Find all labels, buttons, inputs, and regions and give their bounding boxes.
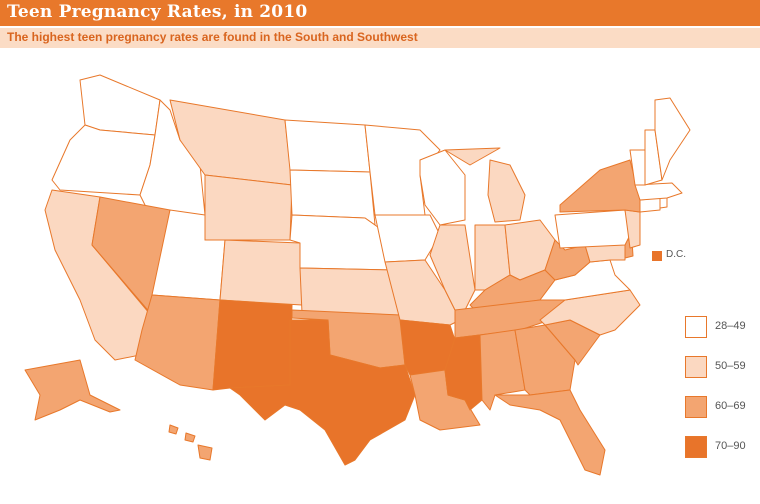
legend-swatch bbox=[685, 436, 707, 458]
legend-label: 28–49 bbox=[715, 320, 746, 332]
state-nd bbox=[284, 119, 371, 173]
legend-item: 28–49 bbox=[685, 316, 755, 342]
subtitle-bar: The highest teen pregnancy rates are fou… bbox=[0, 28, 760, 48]
legend-label: 50–59 bbox=[715, 360, 746, 372]
state-pa bbox=[554, 209, 631, 249]
state-ak bbox=[24, 359, 121, 421]
title-bar: Teen Pregnancy Rates, in 2010 bbox=[0, 0, 760, 26]
state-mi bbox=[444, 147, 526, 223]
state-tx bbox=[229, 319, 416, 466]
state-fl bbox=[494, 389, 606, 476]
state-me bbox=[654, 97, 691, 181]
us-states-map bbox=[24, 74, 691, 476]
state-wa bbox=[79, 74, 161, 136]
state-hi bbox=[168, 424, 213, 461]
dc-marker bbox=[652, 251, 662, 261]
legend-item: 70–90 bbox=[685, 436, 755, 462]
state-nm bbox=[212, 299, 293, 391]
state-wi bbox=[419, 149, 466, 226]
state-mn bbox=[364, 124, 441, 216]
legend-item: 50–59 bbox=[685, 356, 755, 382]
legend-swatch bbox=[685, 316, 707, 338]
legend-swatch bbox=[685, 356, 707, 378]
state-ri bbox=[659, 197, 668, 209]
state-az bbox=[134, 294, 221, 391]
state-co bbox=[219, 239, 303, 306]
dc-label: D.C. bbox=[666, 249, 686, 260]
map-title: Teen Pregnancy Rates, in 2010 bbox=[7, 2, 308, 22]
state-ma bbox=[634, 182, 683, 201]
legend-item: 60–69 bbox=[685, 396, 755, 422]
state-or bbox=[51, 124, 156, 196]
state-ks bbox=[299, 267, 401, 316]
legend-label: 60–69 bbox=[715, 400, 746, 412]
map-subtitle: The highest teen pregnancy rates are fou… bbox=[7, 30, 418, 44]
legend-swatch bbox=[685, 396, 707, 418]
state-ny bbox=[559, 159, 641, 213]
legend-label: 70–90 bbox=[715, 440, 746, 452]
state-wy bbox=[204, 174, 293, 241]
